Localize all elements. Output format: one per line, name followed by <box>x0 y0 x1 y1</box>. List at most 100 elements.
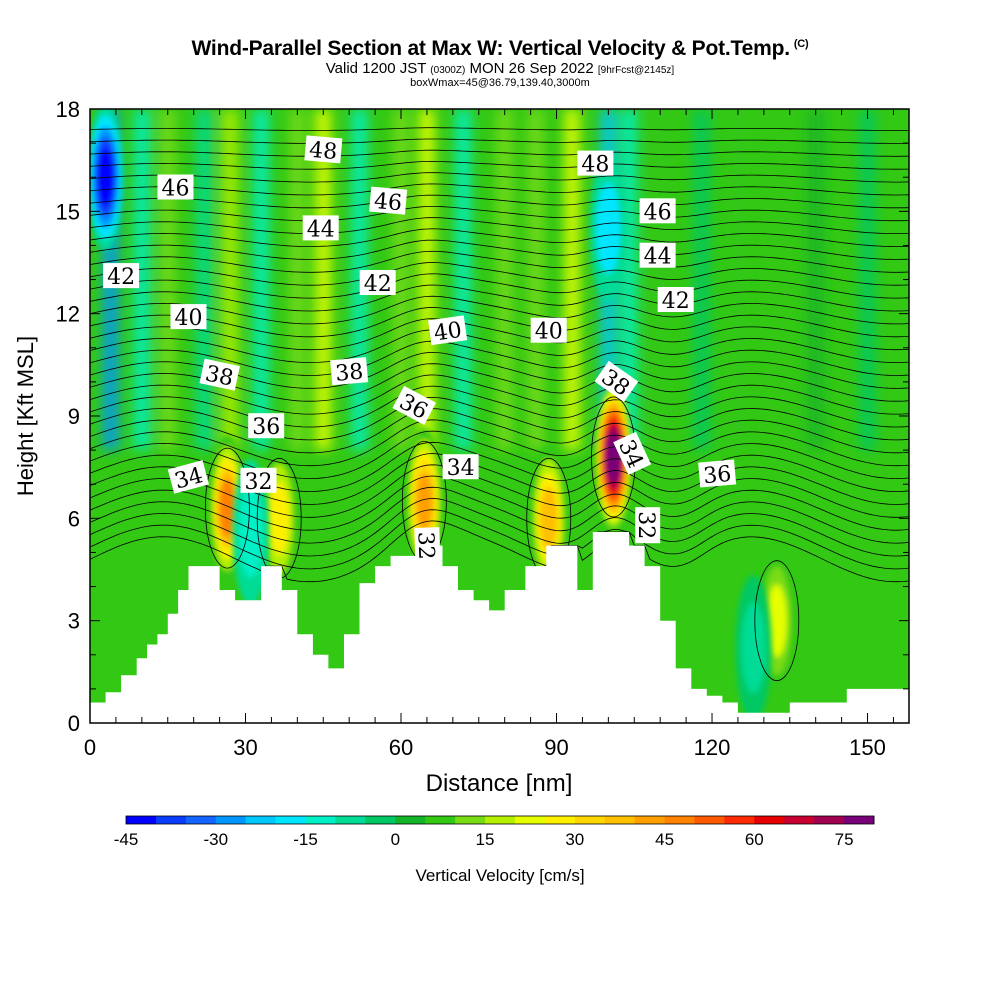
theta-contour <box>90 430 909 479</box>
theta-contour <box>90 217 909 234</box>
theta-contour <box>90 194 909 209</box>
contour-label-bg <box>639 198 676 224</box>
contour-label-bg <box>170 304 207 330</box>
w-streak <box>455 109 472 451</box>
contour-label-bg <box>392 385 436 425</box>
theta-contour <box>90 475 909 531</box>
theta-contour <box>90 509 909 570</box>
w-cell <box>590 155 627 302</box>
theta-contour <box>90 206 909 222</box>
colorbar-tick-label: 15 <box>476 830 495 849</box>
theta-contour <box>90 228 909 247</box>
contour-label-bg <box>248 413 285 439</box>
contour-label: 36 <box>698 459 737 489</box>
contour-label: 32 <box>412 527 441 565</box>
x-axis: 0 30 60 90 120 150 <box>84 109 894 760</box>
theta-contour <box>90 396 909 441</box>
x-axis-label: Distance [nm] <box>426 770 573 797</box>
contour-label-text: 32 <box>245 470 273 495</box>
colorbar-tick-label: 0 <box>391 830 400 849</box>
theta-contour <box>90 284 909 312</box>
contour-label-bg <box>635 507 661 544</box>
contour-label: 46 <box>369 186 408 216</box>
contour-label: 32 <box>633 507 661 544</box>
contour-label-text: 46 <box>373 189 403 216</box>
theta-contour <box>90 486 909 544</box>
colorbar-tick-label: -15 <box>293 830 318 849</box>
theta-contour <box>90 250 909 273</box>
y-tick-label: 3 <box>68 609 80 634</box>
contour-label: 40 <box>170 304 207 331</box>
theta-contour <box>90 295 909 325</box>
w-cell-layer <box>741 602 766 694</box>
contour-label-bg <box>657 287 694 312</box>
contour-label: 46 <box>639 198 676 225</box>
contour-label-text: 34 <box>447 456 475 481</box>
contour-label-text: 42 <box>662 289 690 314</box>
contour-label-text: 48 <box>581 153 609 178</box>
colorbar-swatch <box>784 816 815 824</box>
colorbar-swatch <box>814 816 845 824</box>
theta-contour <box>90 183 909 196</box>
theta-contour <box>90 408 909 454</box>
contour-label-bg <box>157 174 194 200</box>
contour-label-text: 46 <box>644 200 672 225</box>
w-cell <box>232 458 269 605</box>
y-axis-label: Height [Kft MSL] <box>13 336 38 496</box>
contour-label-text: 44 <box>644 245 672 270</box>
contour-label-bg <box>302 215 339 241</box>
contour-label: 36 <box>248 413 285 440</box>
colorbar-tick-label: 75 <box>835 830 854 849</box>
contour-label-text: 44 <box>307 217 335 242</box>
w-cell <box>735 574 772 721</box>
colorbar-swatch <box>185 816 217 824</box>
colorbar-swatch <box>455 816 486 824</box>
theta-contour <box>90 374 909 415</box>
contour-label-text: 48 <box>308 138 338 165</box>
contour-label-text: 38 <box>334 360 364 387</box>
contour-label-bg <box>594 360 639 403</box>
theta-contour <box>90 239 909 260</box>
theta-contour <box>90 127 909 131</box>
contour-label-text: 36 <box>702 462 732 489</box>
colorbar-swatch <box>664 816 695 824</box>
w-cell-layer <box>238 486 263 578</box>
contour-label-bg <box>199 358 240 391</box>
colorbar-tick-label: -30 <box>204 830 229 849</box>
contour-label: 40 <box>428 315 468 347</box>
contour-label-bg <box>577 150 614 176</box>
w-streak <box>527 109 544 451</box>
colorbar-swatch <box>724 816 755 824</box>
colorbar-swatch <box>544 816 576 824</box>
y-tick-label: 9 <box>68 404 80 429</box>
contour-label-bg <box>167 460 209 494</box>
contour-label: 42 <box>657 287 694 314</box>
contour-label-text: 40 <box>175 306 203 331</box>
contour-label-text: 40 <box>535 320 563 345</box>
contour-label-bg <box>330 357 369 386</box>
w-streak <box>729 109 746 451</box>
contour-label: 44 <box>639 242 676 270</box>
contour-label-text: 32 <box>633 511 658 539</box>
chart-title: Wind-Parallel Section at Max W: Vertical… <box>191 37 809 60</box>
chart-box-info: boxWmax=45@36.79,139.40,3000m <box>410 77 590 89</box>
colorbar-swatch <box>126 816 157 824</box>
contour-label: 32 <box>240 467 277 495</box>
colorbar-tick-label: 45 <box>655 830 674 849</box>
colorbar-label: Vertical Velocity [cm/s] <box>415 866 584 885</box>
contour-label-text: 32 <box>412 531 438 560</box>
theta-contour <box>90 318 909 351</box>
contour-label-bg <box>428 315 468 346</box>
w-streak <box>133 109 150 451</box>
theta-contour <box>90 385 909 428</box>
colorbar-swatch <box>485 816 516 824</box>
w-streak <box>289 109 306 451</box>
colorbar-tick-label: 30 <box>565 830 584 849</box>
theta-contour <box>90 273 909 299</box>
theta-contour <box>90 307 909 338</box>
y-tick-label: 18 <box>56 97 80 122</box>
chart-subtitle: Valid 1200 JST (0300Z) MON 26 Sep 2022 [… <box>325 60 675 77</box>
colorbar-tick-label: -45 <box>114 830 139 849</box>
